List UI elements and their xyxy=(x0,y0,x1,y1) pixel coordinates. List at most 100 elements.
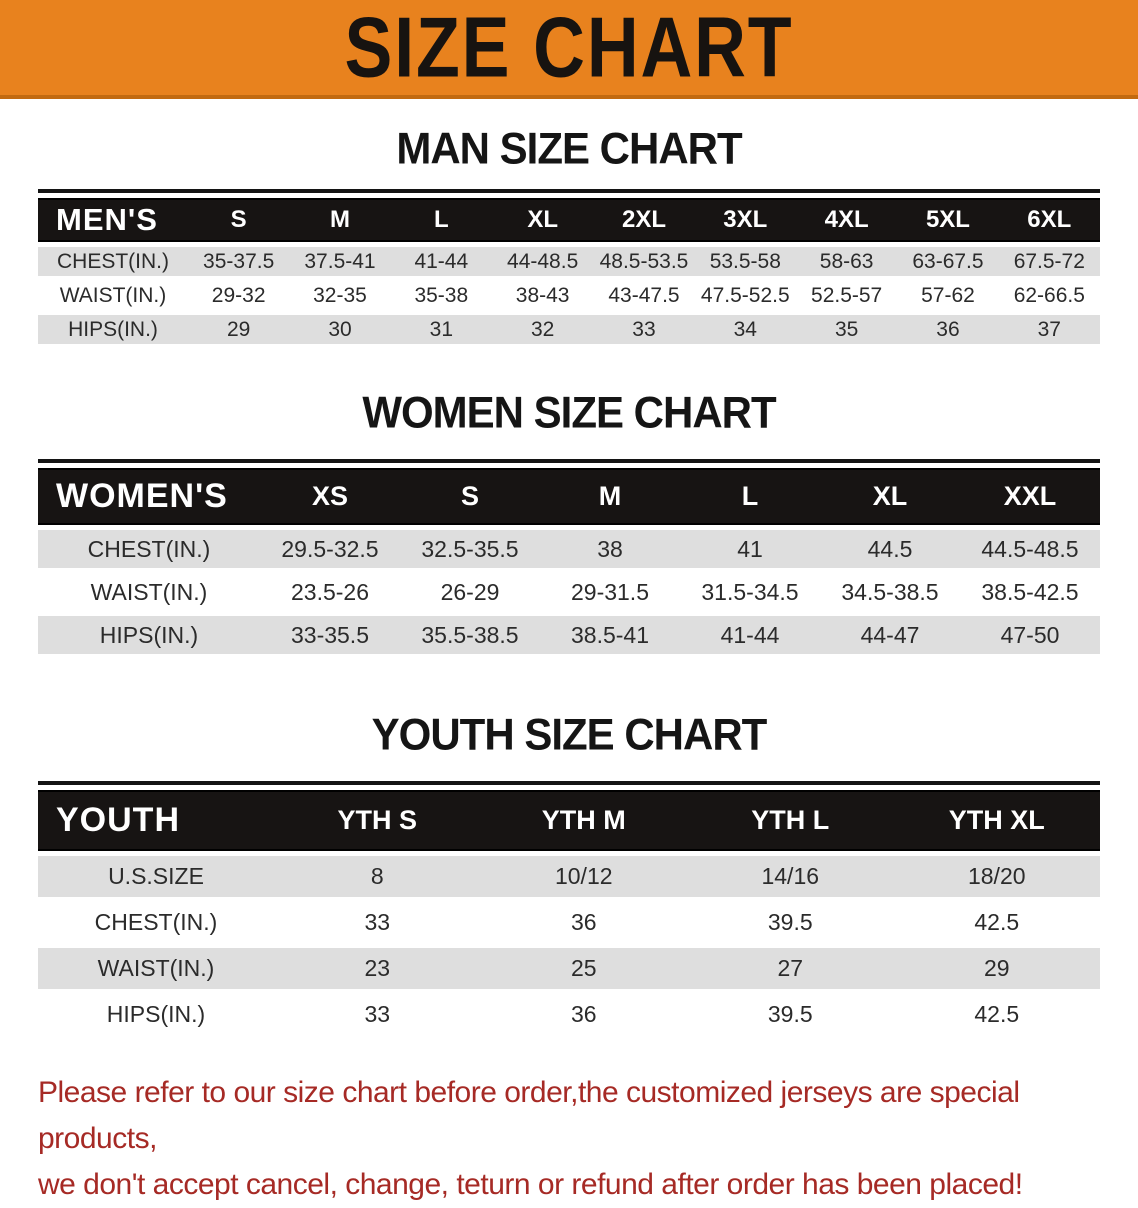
women-hips-in-xxl: 47-50 xyxy=(1000,621,1060,648)
women-waist-in-s: 26-29 xyxy=(440,578,500,605)
women-chest-in-xl: 44.5 xyxy=(867,535,913,562)
women-chest-in-s: 32.5-35.5 xyxy=(421,535,519,562)
youth-row-label-u-s-size: U.S.SIZE xyxy=(108,863,204,889)
men-row-label-chest-in: CHEST(IN.) xyxy=(57,249,169,273)
men-column-header-5xl: 5XL xyxy=(897,198,999,242)
size-chart-banner: SIZE CHART xyxy=(0,0,1138,99)
youth-waist-in-yth-l: 27 xyxy=(777,955,804,981)
women-row-label-hips-in: HIPS(IN.) xyxy=(99,621,199,648)
men-hips-in-l: 31 xyxy=(429,317,453,341)
women-column-header-xl: XL xyxy=(820,468,960,525)
youth-chest-in-yth-xl: 42.5 xyxy=(974,909,1020,935)
youth-waist-in-yth-s: 23 xyxy=(364,955,391,981)
youth-u-s-size-yth-l: 14/16 xyxy=(761,863,820,889)
youth-row-u-s-size: U.S.SIZE 8 10/12 14/16 18/20 xyxy=(38,856,1100,897)
youth-hips-in-yth-l: 39.5 xyxy=(767,1001,813,1027)
men-column-header-6xl: 6XL xyxy=(998,198,1100,242)
women-hips-in-xl: 44-47 xyxy=(860,621,920,648)
men-hips-in-m: 30 xyxy=(328,317,352,341)
youth-chest-in-yth-l: 39.5 xyxy=(767,909,813,935)
youth-waist-in-yth-m: 25 xyxy=(570,955,597,981)
youth-row-label-waist-in: WAIST(IN.) xyxy=(97,955,215,981)
men-row-hips-in: HIPS(IN.) 29 30 31 32 33 34 35 36 37 xyxy=(38,315,1100,344)
men-waist-in-5xl: 57-62 xyxy=(921,283,975,307)
men-row-waist-in: WAIST(IN.) 29-32 32-35 35-38 38-43 43-47.5 47.… xyxy=(38,281,1100,310)
men-hips-in-6xl: 37 xyxy=(1037,317,1061,341)
men-column-header-4xl: 4XL xyxy=(795,198,898,242)
men-group-label: MEN'S xyxy=(38,198,188,242)
youth-row-waist-in: WAIST(IN.) 23 25 27 29 xyxy=(38,948,1100,989)
women-chest-in-l: 41 xyxy=(737,535,763,562)
women-chest-in-m: 38 xyxy=(597,535,623,562)
women-row-chest-in: CHEST(IN.) 29.5-32.5 32.5-35.5 38 41 44.5 44.5… xyxy=(38,530,1100,568)
men-chest-in-xl: 44-48.5 xyxy=(507,249,579,273)
women-row-waist-in: WAIST(IN.) 23.5-26 26-29 29-31.5 31.5-34.5 34… xyxy=(38,573,1100,611)
youth-hips-in-yth-m: 36 xyxy=(570,1001,597,1027)
women-chest-in-xs: 29.5-32.5 xyxy=(281,535,379,562)
youth-row-hips-in: HIPS(IN.) 33 36 39.5 42.5 xyxy=(38,994,1100,1035)
women-column-header-m: M xyxy=(540,468,680,525)
men-column-header-xl: XL xyxy=(491,198,594,242)
youth-u-s-size-yth-s: 8 xyxy=(370,863,384,889)
men-waist-in-2xl: 43-47.5 xyxy=(608,283,680,307)
men-waist-in-m: 32-35 xyxy=(313,283,367,307)
youth-waist-in-yth-xl: 29 xyxy=(983,955,1010,981)
youth-u-s-size-yth-m: 10/12 xyxy=(554,863,613,889)
men-hips-in-s: 29 xyxy=(226,317,251,341)
men-waist-in-s: 29-32 xyxy=(211,283,266,307)
women-waist-in-xxl: 38.5-42.5 xyxy=(981,578,1079,605)
men-hips-in-2xl: 33 xyxy=(632,317,656,341)
youth-size-table: YOUTH YTH S YTH M YTH L YTH XL U.S.SIZE 8 10/12… xyxy=(38,781,1100,1040)
youth-header-row: YOUTH YTH S YTH M YTH L YTH XL xyxy=(38,790,1100,851)
women-waist-in-xs: 23.5-26 xyxy=(290,578,369,605)
men-row-chest-in: CHEST(IN.) 35-37.5 37.5-41 41-44 44-48.5 48.5… xyxy=(38,247,1100,276)
youth-hips-in-yth-s: 33 xyxy=(364,1001,391,1027)
banner-title: SIZE CHART xyxy=(344,0,794,96)
women-row-label-chest-in: CHEST(IN.) xyxy=(87,535,211,562)
men-hips-in-4xl: 35 xyxy=(834,317,859,341)
men-chest-in-3xl: 53.5-58 xyxy=(709,249,781,273)
youth-row-label-chest-in: CHEST(IN.) xyxy=(94,909,218,935)
women-section-title: WOMEN SIZE CHART xyxy=(362,387,776,438)
women-size-table: WOMEN'S XS S M L XL XXL CHEST(IN.) 29.5-32.5 32.5… xyxy=(38,459,1100,659)
disclaimer-text: Please refer to our size chart before or… xyxy=(38,1070,1100,1208)
women-waist-in-m: 29-31.5 xyxy=(570,578,649,605)
women-waist-in-l: 31.5-34.5 xyxy=(701,578,799,605)
men-waist-in-xl: 38-43 xyxy=(515,283,570,307)
men-row-label-hips-in: HIPS(IN.) xyxy=(68,317,158,341)
women-row-label-waist-in: WAIST(IN.) xyxy=(90,578,208,605)
men-chest-in-s: 35-37.5 xyxy=(203,249,275,273)
men-waist-in-l: 35-38 xyxy=(414,283,469,307)
men-row-label-waist-in: WAIST(IN.) xyxy=(59,283,167,307)
women-size-chart-section: WOMEN SIZE CHART WOMEN'S XS S M L XL XXL CHEST(I… xyxy=(38,387,1100,659)
men-waist-in-4xl: 52.5-57 xyxy=(811,283,883,307)
men-column-header-s: S xyxy=(188,198,290,242)
youth-chest-in-yth-m: 36 xyxy=(570,909,597,935)
men-chest-in-2xl: 48.5-53.5 xyxy=(599,249,689,273)
men-waist-in-3xl: 47.5-52.5 xyxy=(700,283,790,307)
youth-group-label: YOUTH xyxy=(38,790,274,851)
men-column-header-2xl: 2XL xyxy=(593,198,695,242)
women-hips-in-xs: 33-35.5 xyxy=(290,621,369,648)
men-chest-in-l: 41-44 xyxy=(414,249,469,273)
disclaimer-line-1: Please refer to our size chart before or… xyxy=(38,1076,1020,1155)
youth-section-title: YOUTH SIZE CHART xyxy=(371,709,768,760)
men-chest-in-6xl: 67.5-72 xyxy=(1013,249,1085,273)
women-column-header-xxl: XXL xyxy=(960,468,1100,525)
youth-column-header-yth-m: YTH M xyxy=(480,790,687,851)
men-section-title: MAN SIZE CHART xyxy=(396,123,742,174)
youth-row-chest-in: CHEST(IN.) 33 36 39.5 42.5 xyxy=(38,902,1100,943)
men-column-header-m: M xyxy=(289,198,391,242)
women-column-header-xs: XS xyxy=(260,468,400,525)
size-tables-container: MAN SIZE CHART MEN'S S M L XL 2XL 3XL 4XL 5XL 6XL C… xyxy=(0,123,1138,1040)
men-chest-in-4xl: 58-63 xyxy=(819,249,874,273)
women-hips-in-m: 38.5-41 xyxy=(570,621,649,648)
women-column-header-s: S xyxy=(400,468,540,525)
men-header-row: MEN'S S M L XL 2XL 3XL 4XL 5XL 6XL xyxy=(38,198,1100,242)
men-column-header-l: L xyxy=(390,198,492,242)
men-size-table: MEN'S S M L XL 2XL 3XL 4XL 5XL 6XL CHEST(IN.) 35-37… xyxy=(38,189,1100,349)
youth-column-header-yth-s: YTH S xyxy=(274,790,481,851)
men-hips-in-xl: 32 xyxy=(530,317,555,341)
youth-u-s-size-yth-xl: 18/20 xyxy=(967,863,1026,889)
women-header-row: WOMEN'S XS S M L XL XXL xyxy=(38,468,1100,525)
